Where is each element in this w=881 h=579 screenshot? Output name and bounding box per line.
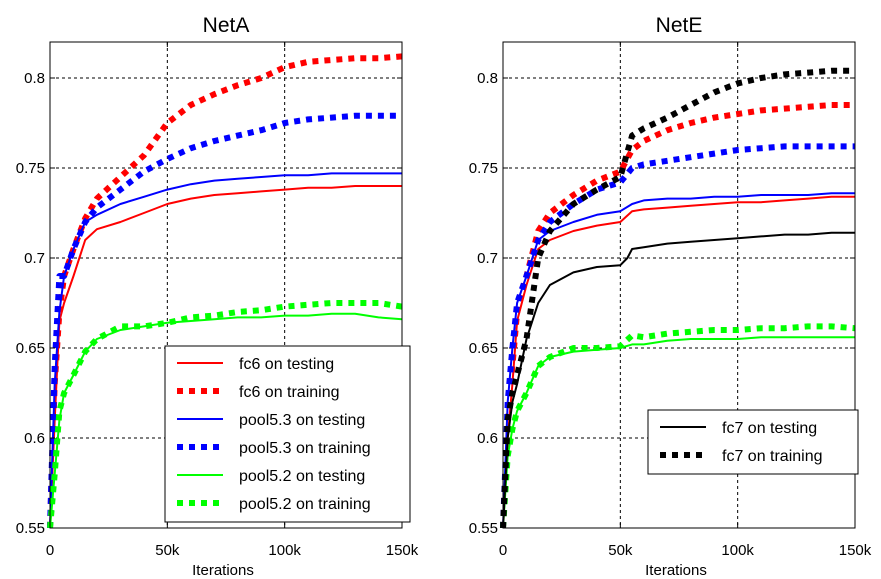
legend-label: pool5.2 on training <box>239 496 371 513</box>
y-tick-label: 0.8 <box>477 70 498 87</box>
legend-label: pool5.3 on testing <box>239 412 365 429</box>
x-tick-label: 0 <box>499 542 507 559</box>
series-line-pool5-3-on-training <box>500 143 855 529</box>
y-tick-label: 0.8 <box>24 70 45 87</box>
x-axis-label: Iterations <box>645 562 707 579</box>
series-line-pool5-2-on-training <box>47 300 403 529</box>
legend-box <box>164 345 411 523</box>
legend-label: fc7 on testing <box>722 420 817 437</box>
y-tick-label: 0.75 <box>469 160 498 177</box>
legend-label: fc7 on training <box>722 448 823 465</box>
y-tick-label: 0.55 <box>469 520 498 537</box>
y-tick-label: 0.7 <box>24 250 45 267</box>
x-tick-label: 50k <box>608 542 633 559</box>
x-tick-label: 100k <box>268 542 301 559</box>
chart-title: NetA <box>203 14 250 37</box>
chart-title: NetE <box>656 14 703 37</box>
legend-label: fc6 on training <box>239 384 340 401</box>
y-tick-label: 0.65 <box>469 340 498 357</box>
axes-frame <box>502 41 856 529</box>
series-line-pool5-3-on-testing <box>49 172 402 529</box>
x-tick-label: 150k <box>839 542 872 559</box>
legend-label: pool5.2 on testing <box>239 468 365 485</box>
series-line-fc6-on-testing <box>49 185 402 529</box>
y-tick-label: 0.55 <box>16 520 45 537</box>
x-tick-label: 150k <box>386 542 419 559</box>
legend-label: pool5.3 on training <box>239 440 371 457</box>
series-line-fc7-on-training <box>500 67 855 529</box>
legend-label: fc6 on testing <box>239 356 334 373</box>
y-tick-label: 0.75 <box>16 160 45 177</box>
axes-frame <box>49 41 403 529</box>
series-line-pool5-3-on-testing <box>502 192 855 529</box>
chart-nete: 0.55 0.6 0.65 0.7 0.75 0.8 0 50k 100k 150k NetE Ite… <box>469 14 872 579</box>
x-tick-label: 50k <box>155 542 180 559</box>
x-tick-label: 0 <box>46 542 54 559</box>
series-line-pool5-2-on-testing <box>49 312 403 529</box>
legend-box <box>647 409 859 475</box>
legend: fc6 on testing fc6 on training pool5.3 on … <box>164 345 411 523</box>
x-tick-label: 100k <box>721 542 754 559</box>
series-line-pool5-2-on-training <box>500 323 856 529</box>
x-axis-label: Iterations <box>192 562 254 579</box>
legend: fc7 on testing fc7 on training <box>647 409 859 475</box>
chart-neta: 0.55 0.6 0.65 0.7 0.75 0.8 0 50k 100k 150k NetA Ite… <box>16 14 419 579</box>
y-tick-label: 0.7 <box>477 250 498 267</box>
y-tick-label: 0.6 <box>24 430 45 447</box>
y-tick-label: 0.6 <box>477 430 498 447</box>
y-tick-label: 0.65 <box>16 340 45 357</box>
series-line-pool5-3-on-training <box>47 112 402 529</box>
